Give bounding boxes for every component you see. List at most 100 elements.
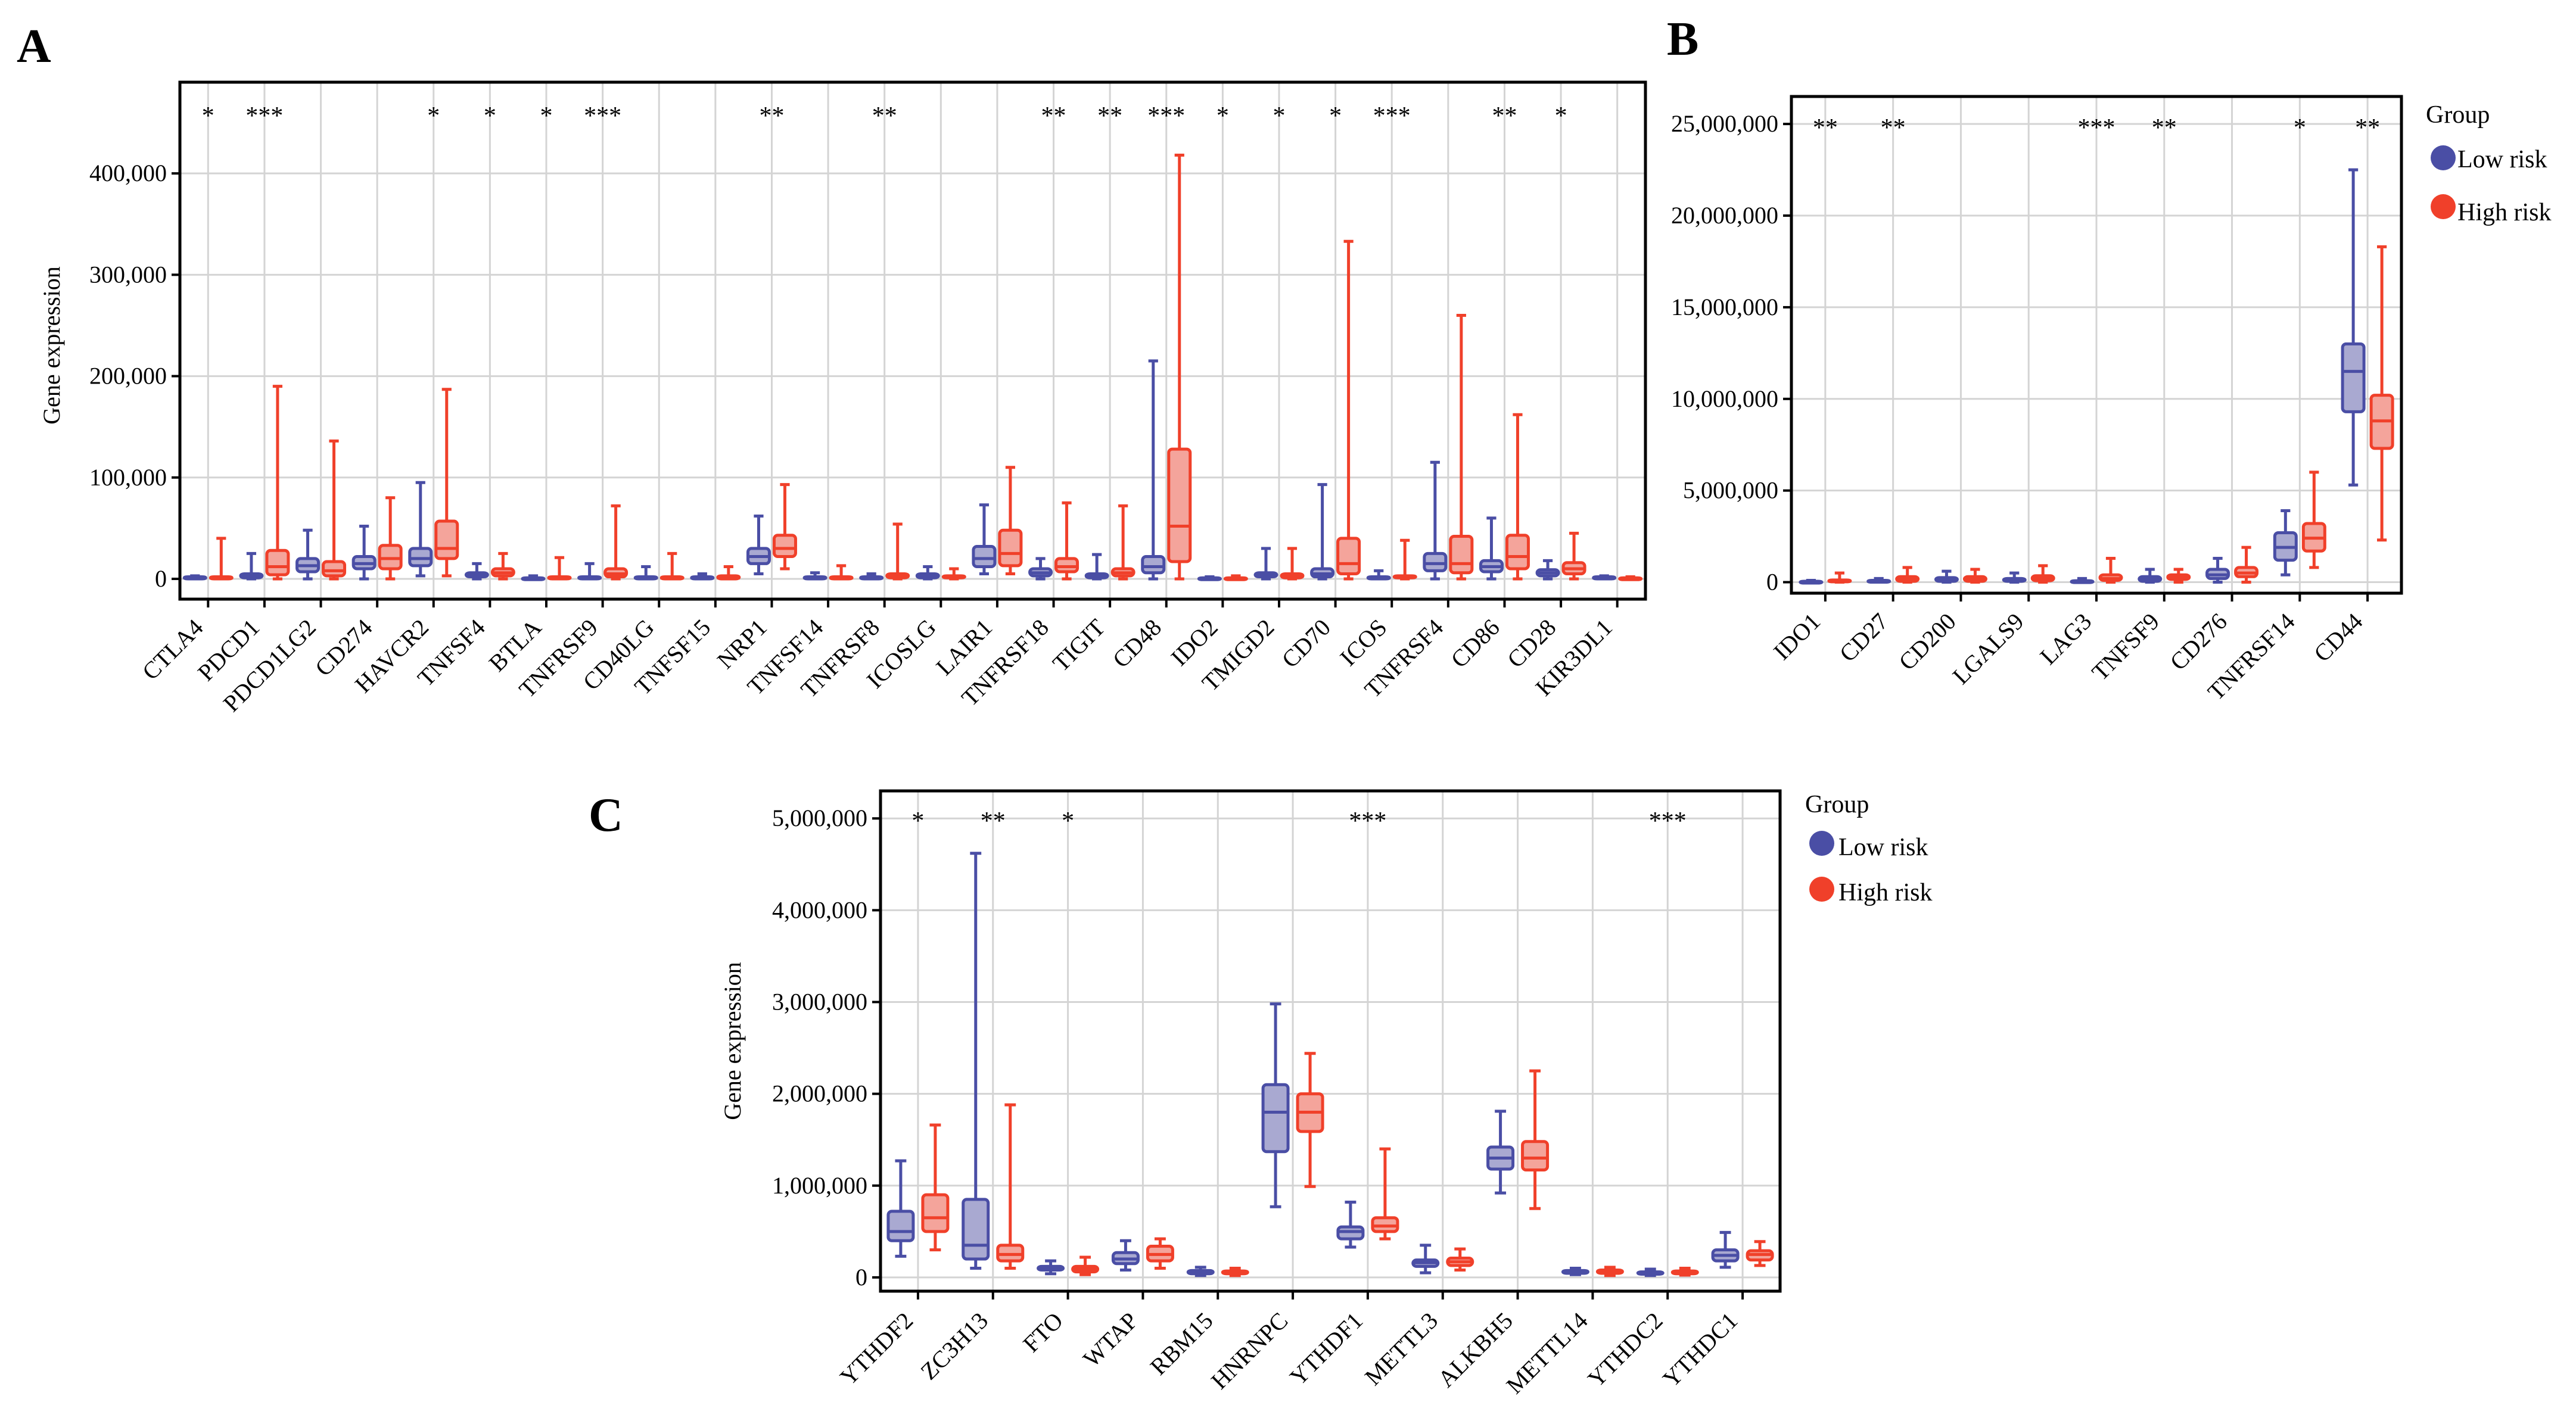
significance-cd86: ** <box>1492 102 1517 130</box>
box-low-risk-lgals9 <box>2002 571 2027 584</box>
box-body <box>408 547 433 568</box>
chart-b: 0 5,000,000 10,000,000 15,000,000 20,000,000… <box>1671 95 2403 705</box>
box-low-risk-ythdf1 <box>1336 1200 1365 1249</box>
y-tick-label: 0 <box>855 1264 867 1291</box>
box-high-risk-cd44 <box>2369 245 2394 542</box>
legend-bottom-high-risk-marker <box>1809 877 1834 902</box>
box-high-risk-cd70 <box>1336 239 1361 581</box>
box-high-risk-cd86 <box>1505 413 1530 581</box>
box-low-risk-icoslg <box>915 565 940 581</box>
box-body <box>1336 537 1361 575</box>
x-tick-label-mettl3: METTL3 <box>1359 1307 1443 1391</box>
chart-a-y-axis: 0 100,000 200,000 300,000 400,000 <box>89 160 180 592</box>
significance-tnfrsf18: ** <box>1041 102 1066 130</box>
box-low-risk-havcr2 <box>408 481 433 578</box>
legend-bottom: Group Low risk High risk <box>1805 791 1933 906</box>
legend-bottom-low-risk-label: Low risk <box>1838 834 1928 861</box>
box-low-risk-mettl3 <box>1411 1244 1440 1274</box>
significance-cd44: ** <box>2355 114 2380 142</box>
x-tick-label-cd200: CD200 <box>1893 608 1961 676</box>
legend-bottom-high-risk-label: High risk <box>1838 879 1933 906</box>
box-high-risk-ido1 <box>1827 571 1852 584</box>
legend-top-high-risk-label: High risk <box>2457 199 2552 226</box>
significance-havcr2: * <box>427 102 440 130</box>
x-tick-label-ido1: IDO1 <box>1768 608 1825 665</box>
box-body <box>1054 557 1079 574</box>
significance-ido2: * <box>1217 102 1229 130</box>
box-high-risk-cd40lg <box>659 551 685 581</box>
chart-b-boxes <box>1799 168 2394 585</box>
x-tick-label-cd86: CD86 <box>1445 614 1504 673</box>
significance-tnfrsf14: * <box>2294 114 2306 142</box>
significance-tnfsf9: ** <box>2152 114 2177 142</box>
panel-letter-b: B <box>1667 13 1698 66</box>
box-high-risk-tnfrsf9 <box>603 504 629 581</box>
x-tick-label-cd44: CD44 <box>2309 608 2367 667</box>
x-tick-label-lgals9: LGALS9 <box>1947 608 2029 690</box>
x-tick-label-fto: FTO <box>1018 1307 1068 1358</box>
box-high-risk-nrp1 <box>772 483 797 571</box>
y-tick-label: 0 <box>1766 569 1778 596</box>
significance-cd48: *** <box>1147 102 1185 130</box>
significance-nrp1: ** <box>759 102 784 130</box>
panel-letter-a: A <box>17 20 51 73</box>
chart-c-frame <box>879 789 1782 1293</box>
box-low-risk-cd86 <box>1479 516 1504 581</box>
y-tick-label: 300,000 <box>89 261 167 288</box>
significance-tigit: ** <box>1097 102 1122 130</box>
box-body <box>772 534 797 559</box>
box-low-risk-cd44 <box>2341 168 2366 487</box>
chart-c-y-axis-label: Gene expression <box>719 962 746 1120</box>
box-body <box>998 528 1023 568</box>
box-low-risk-mettl14 <box>1561 1266 1589 1276</box>
x-tick-label-lag3: LAG3 <box>2034 608 2096 670</box>
box-high-risk-ythdf1 <box>1371 1147 1399 1241</box>
box-low-risk-tnfrsf14 <box>2273 509 2298 576</box>
box-high-risk-ido2 <box>1223 574 1248 581</box>
box-low-risk-cd48 <box>1141 359 1166 581</box>
box-low-risk-tnfrsf9 <box>577 562 602 581</box>
box-low-risk-lair1 <box>972 503 997 575</box>
x-tick-label-tigit: TIGIT <box>1047 614 1110 677</box>
chart-c: 0 1,000,000 2,000,000 3,000,000 4,000,000 5,0… <box>719 789 1782 1399</box>
y-tick-label: 10,000,000 <box>1671 385 1778 412</box>
box-high-risk-cd274 <box>378 496 403 581</box>
x-tick-label-rbm15: RBM15 <box>1145 1307 1218 1381</box>
box-body <box>972 544 997 569</box>
box-high-risk-rbm15 <box>1221 1266 1249 1277</box>
chart-a-boxes <box>182 154 1643 581</box>
box-high-risk-lgals9 <box>2030 564 2055 584</box>
chart-a-gridlines <box>180 82 1645 599</box>
box-low-risk-ythdc2 <box>1636 1267 1665 1277</box>
box-high-risk-fto <box>1071 1255 1100 1276</box>
legend-top-title: Group <box>2426 101 2490 129</box>
legend-top-low-risk-marker <box>2431 145 2456 170</box>
x-tick-label-mettl14: METTL14 <box>1501 1307 1592 1399</box>
box-high-risk-tmigd2 <box>1280 547 1305 581</box>
box-body <box>886 1210 915 1242</box>
significance-tnfrsf8: ** <box>872 102 897 130</box>
box-high-risk-icos <box>1392 538 1417 581</box>
box-low-risk-cd27 <box>1866 576 1891 584</box>
box-low-risk-cd276 <box>2205 557 2230 584</box>
box-high-risk-tigit <box>1110 504 1135 581</box>
x-tick-label-cd27: CD27 <box>1834 608 1893 667</box>
chart-a-x-axis: CTLA4PDCD1PDCD1LG2CD274HAVCR2TNFSF4BTLAT… <box>137 599 1619 717</box>
y-tick-label: 200,000 <box>89 363 167 389</box>
box-high-risk-cd27 <box>1895 566 1920 584</box>
box-body <box>1261 1083 1290 1154</box>
chart-a-y-axis-label: Gene expression <box>38 266 65 424</box>
box-high-risk-ythdc2 <box>1670 1266 1699 1277</box>
box-high-risk-icoslg <box>941 567 966 581</box>
legend-top: Group Low risk High risk <box>2426 101 2552 226</box>
box-high-risk-cd276 <box>2234 546 2259 584</box>
box-high-risk-havcr2 <box>434 388 459 578</box>
box-high-risk-alkbh5 <box>1521 1069 1550 1210</box>
x-tick-label-zc3h13: ZC3H13 <box>915 1307 993 1385</box>
significance-zc3h13: ** <box>981 808 1006 835</box>
box-body <box>434 519 459 560</box>
chart-a-significance: * *** * * * *** ** ** ** ** *** * * * *** ** * <box>202 102 1567 130</box>
box-low-risk-cd200 <box>1934 569 1959 584</box>
